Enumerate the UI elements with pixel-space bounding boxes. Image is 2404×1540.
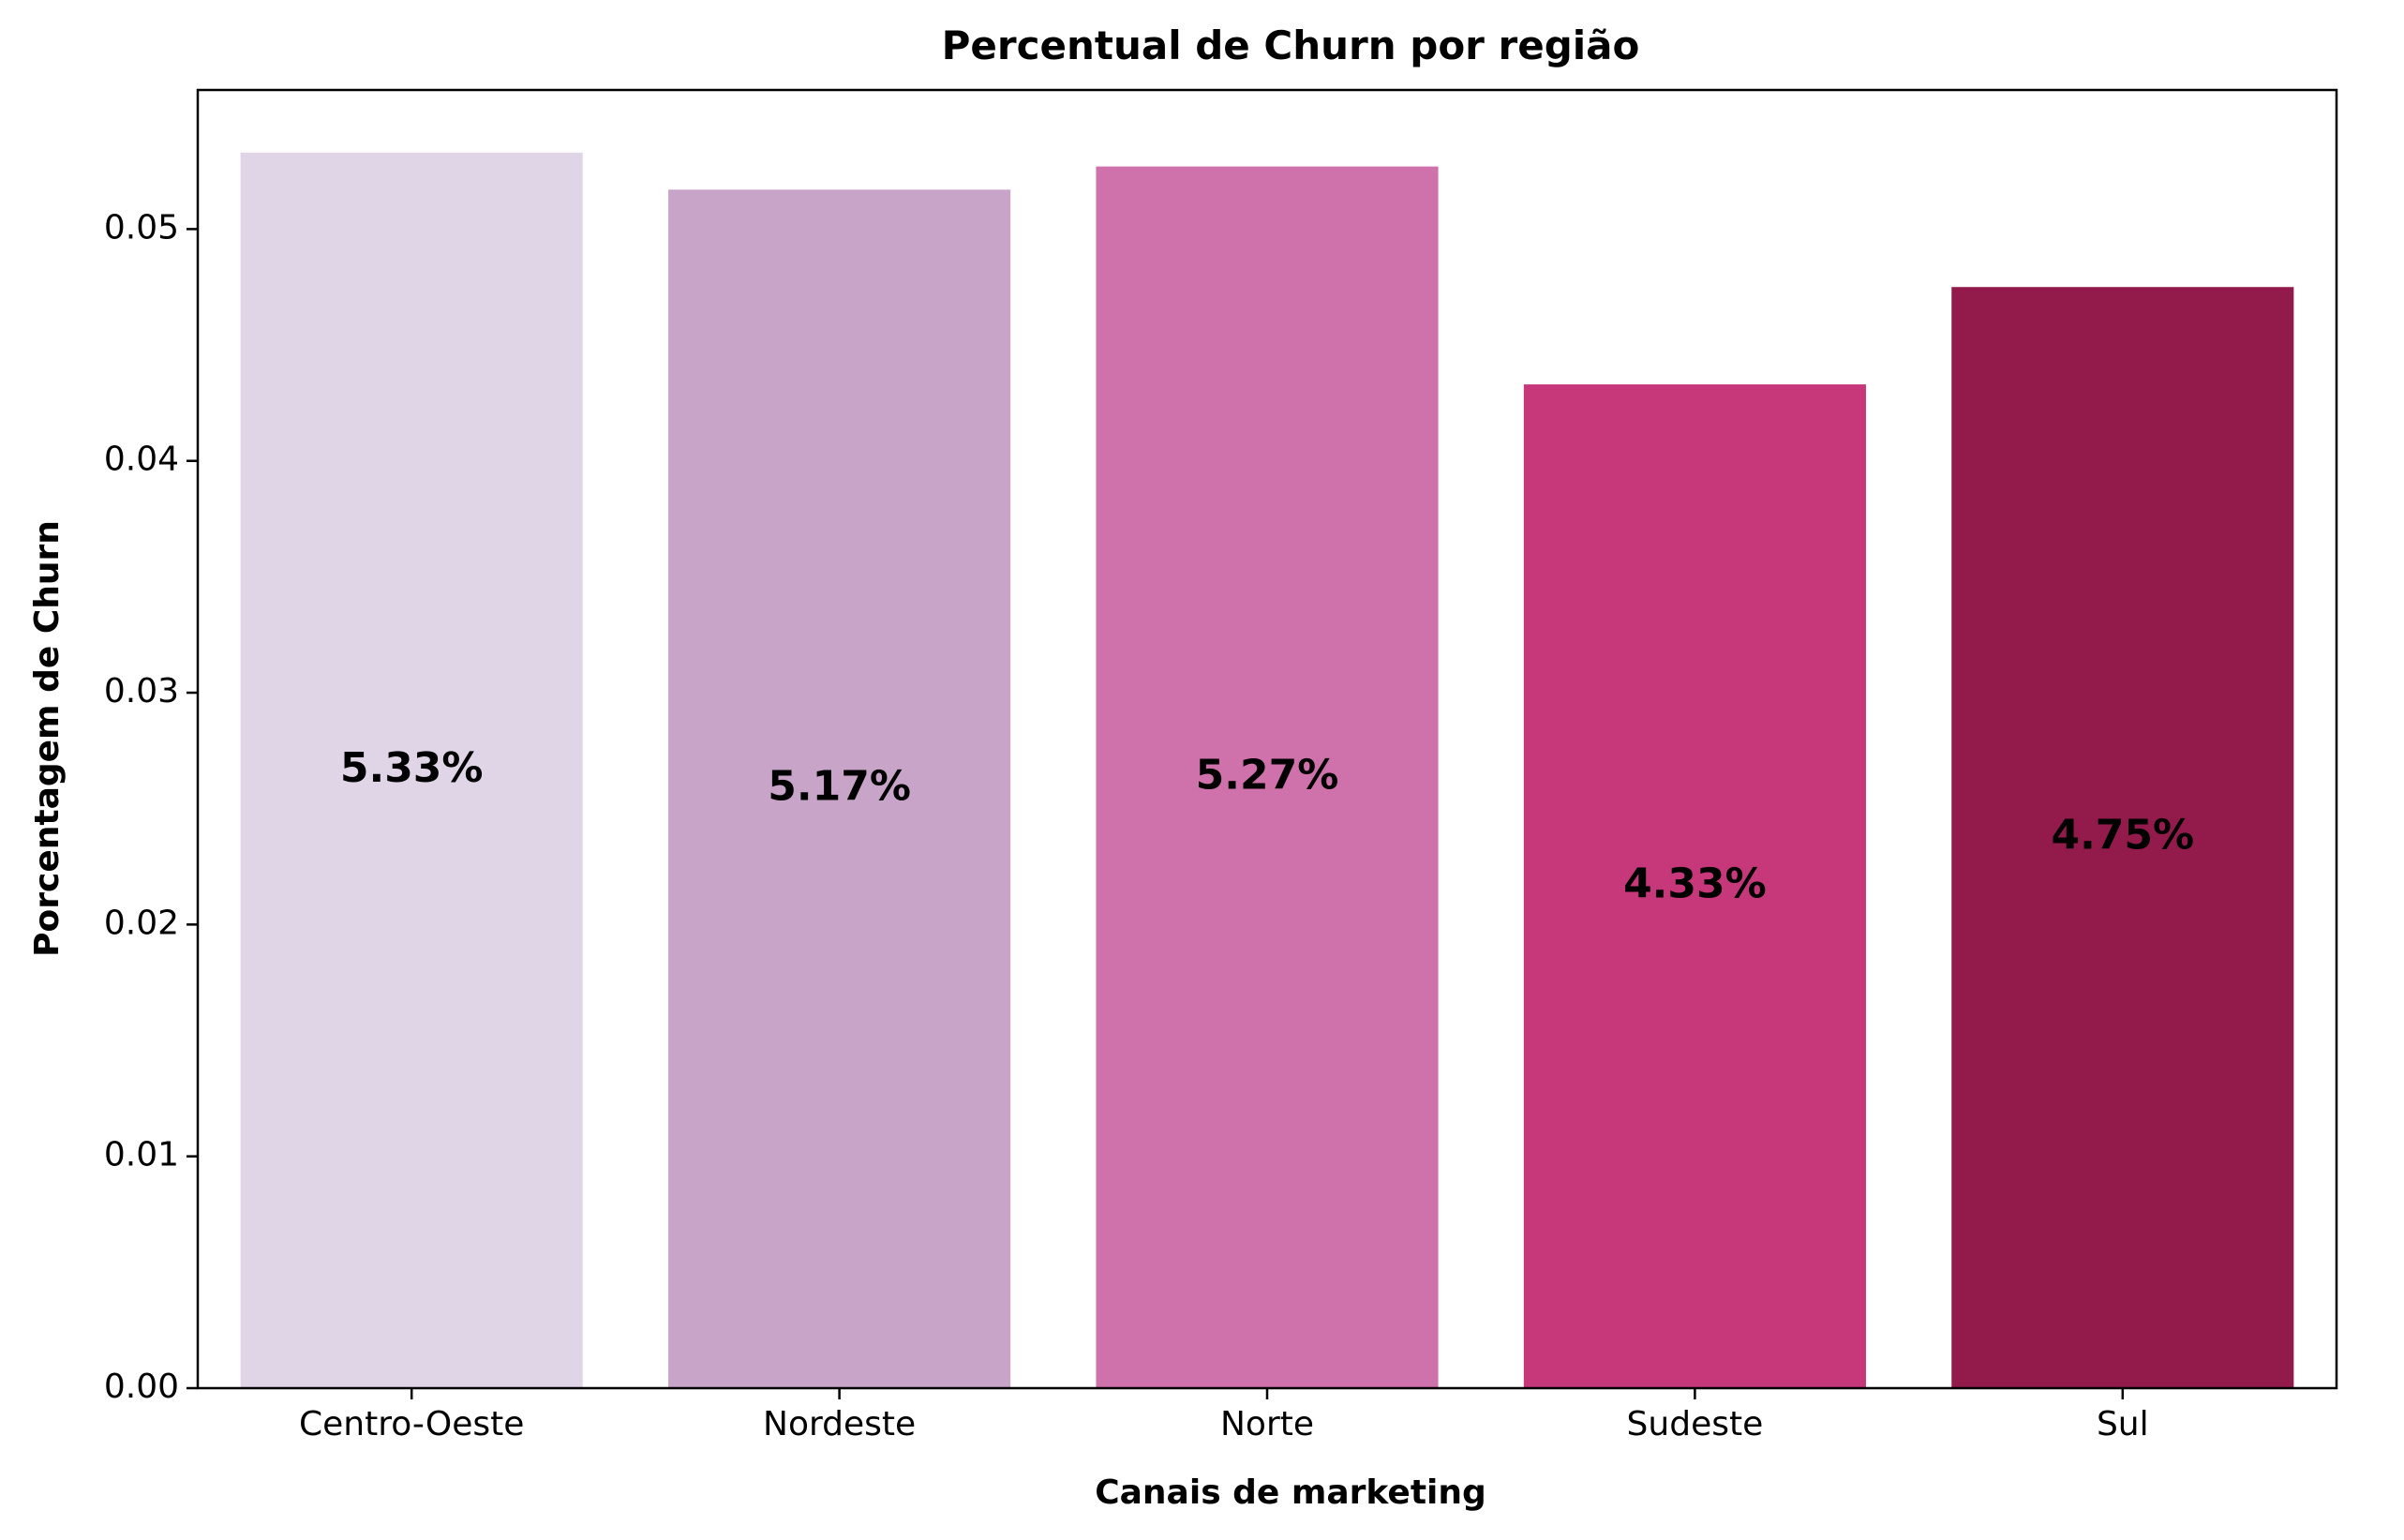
bar-sul: [1951, 287, 2294, 1389]
y-tick-label: 0.01: [104, 1136, 179, 1174]
bar-centro-oeste: [240, 152, 583, 1389]
y-axis: 0.00 0.01 0.02 0.03 0.04 0.05: [104, 208, 198, 1406]
bar-norte: [1096, 166, 1439, 1388]
x-tick-label: Nordeste: [763, 1405, 916, 1443]
y-tick-label: 0.03: [104, 672, 179, 710]
x-tick-label: Sul: [2097, 1405, 2149, 1443]
y-tick-label: 0.02: [104, 904, 179, 942]
bars-layer: [240, 152, 2294, 1389]
bar-nordeste: [668, 189, 1011, 1388]
y-tick-label: 0.00: [104, 1368, 179, 1406]
chart-title: Percentual de Churn por região: [942, 22, 1640, 68]
plot-frame: [196, 88, 2338, 1390]
x-axis-label: Canais de marketing: [1095, 1473, 1486, 1512]
data-label: 5.33%: [340, 744, 484, 792]
y-tick-label: 0.05: [104, 208, 179, 247]
y-tick-label: 0.04: [104, 441, 179, 479]
x-tick-label: Centro-Oeste: [299, 1405, 524, 1443]
x-tick-label: Sudeste: [1627, 1405, 1764, 1443]
data-label: 5.27%: [1196, 751, 1339, 799]
y-axis-label: Porcentagem de Churn: [28, 520, 67, 957]
bar-sudeste: [1523, 384, 1866, 1389]
data-labels-layer: 5.33% 5.17% 5.27% 4.33% 4.75%: [340, 744, 2194, 908]
x-tick-label: Norte: [1220, 1405, 1314, 1443]
x-axis: Centro-Oeste Nordeste Norte Sudeste Sul: [299, 1388, 2149, 1443]
data-label: 5.17%: [768, 763, 911, 811]
data-label: 4.33%: [1623, 860, 1767, 908]
data-label: 4.75%: [2051, 812, 2194, 860]
